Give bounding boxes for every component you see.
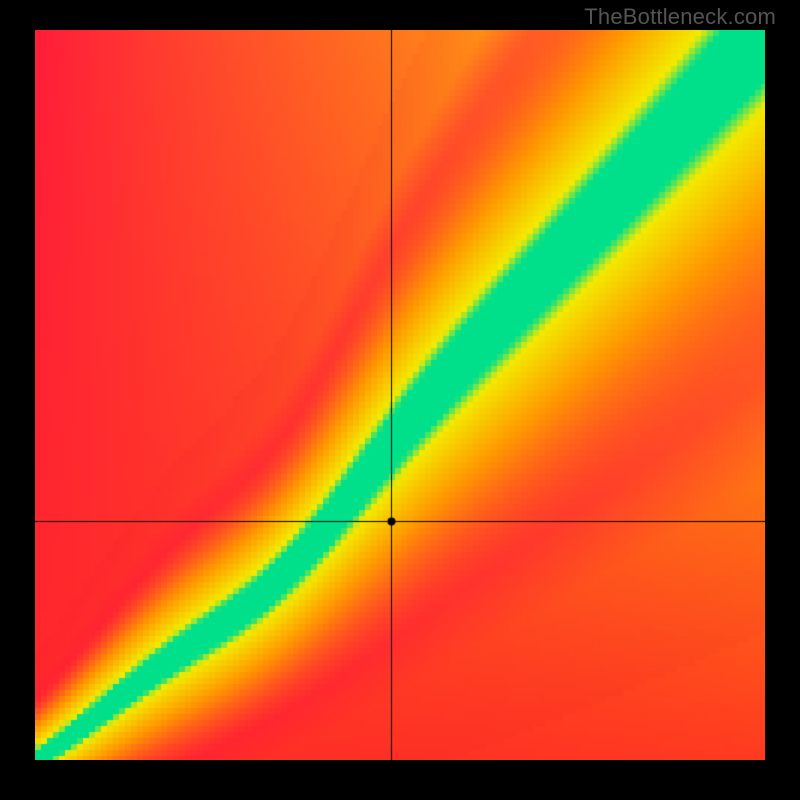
watermark-text: TheBottleneck.com: [584, 4, 776, 30]
chart-container: TheBottleneck.com: [0, 0, 800, 800]
heatmap-canvas: [35, 30, 765, 760]
heatmap-box: [35, 30, 765, 760]
